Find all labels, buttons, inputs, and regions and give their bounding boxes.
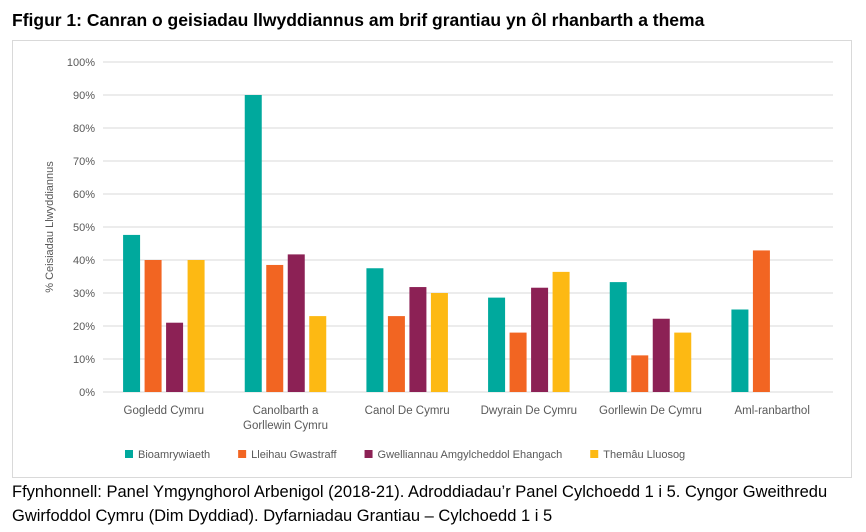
x-tick-label: Aml-ranbarthol bbox=[734, 405, 809, 417]
bar-gwelliannau-amgylcheddol-ehangach bbox=[166, 322, 184, 392]
y-tick-label: 50% bbox=[73, 222, 95, 234]
bar-bioamrywiaeth bbox=[731, 309, 749, 392]
bar-bioamrywiaeth bbox=[488, 297, 506, 392]
bar-gwelliannau-amgylcheddol-ehangach bbox=[409, 287, 427, 392]
legend-swatch bbox=[238, 450, 247, 458]
bar-chart: 0% 10% 20% 30% 40% 50% 60% 70% 80% 90% 100% % Ceisi… bbox=[44, 57, 833, 461]
bar-lleihau-gwastraff bbox=[266, 264, 284, 392]
bar-bioamrywiaeth bbox=[244, 95, 262, 392]
source-note: Ffynhonnell: Panel Ymgynghorol Arbenigol… bbox=[12, 483, 828, 525]
legend-label: Bioamrywiaeth bbox=[138, 449, 210, 461]
x-tick-label: Gorllewin De Cymru bbox=[599, 405, 702, 417]
x-tick-label: Gogledd Cymru bbox=[124, 405, 205, 417]
x-tick-label: Canolbarth a bbox=[253, 405, 319, 417]
y-tick-label: 40% bbox=[73, 255, 95, 267]
y-tick-label: 20% bbox=[73, 321, 95, 333]
legend-label: Themâu Lluosog bbox=[603, 449, 685, 461]
bar-lleihau-gwastraff bbox=[509, 332, 527, 392]
bar-lleihau-gwastraff bbox=[144, 260, 162, 392]
bar-them-u-lluosog bbox=[674, 332, 692, 392]
bar-bioamrywiaeth bbox=[366, 268, 384, 392]
bar-bioamrywiaeth bbox=[609, 282, 627, 392]
x-tick-label: Canol De Cymru bbox=[365, 405, 450, 417]
legend-swatch bbox=[590, 450, 599, 458]
x-tick-label: Gorllewin Cymru bbox=[243, 420, 328, 432]
bar-gwelliannau-amgylcheddol-ehangach bbox=[652, 318, 670, 392]
bar-lleihau-gwastraff bbox=[387, 316, 405, 392]
bar-bioamrywiaeth bbox=[123, 234, 141, 392]
bar-lleihau-gwastraff bbox=[752, 250, 770, 392]
bar-them-u-lluosog bbox=[430, 293, 448, 392]
legend-swatch bbox=[364, 450, 373, 458]
y-tick-label: 100% bbox=[67, 57, 95, 69]
figure-title: Ffigur 1: Canran o geisiadau llwyddiannu… bbox=[12, 10, 705, 30]
y-tick-label: 70% bbox=[73, 156, 95, 168]
y-axis-label: % Ceisiadau Llwyddiannus bbox=[44, 161, 56, 293]
legend-label: Gwelliannau Amgylcheddol Ehangach bbox=[378, 449, 563, 461]
bar-gwelliannau-amgylcheddol-ehangach bbox=[287, 254, 305, 392]
bar-gwelliannau-amgylcheddol-ehangach bbox=[531, 287, 549, 392]
chart-container: 0% 10% 20% 30% 40% 50% 60% 70% 80% 90% 100% % Ceisi… bbox=[12, 40, 852, 478]
legend-swatch bbox=[125, 450, 133, 458]
legend-label: Lleihau Gwastraff bbox=[251, 449, 337, 461]
y-tick-label: 30% bbox=[73, 288, 95, 300]
y-tick-label: 0% bbox=[79, 387, 95, 399]
bar-them-u-lluosog bbox=[309, 316, 327, 392]
y-tick-label: 60% bbox=[73, 189, 95, 201]
bar-them-u-lluosog bbox=[552, 271, 570, 392]
x-tick-label: Dwyrain De Cymru bbox=[481, 405, 578, 417]
y-tick-label: 80% bbox=[73, 123, 95, 135]
y-tick-label: 10% bbox=[73, 354, 95, 366]
y-tick-label: 90% bbox=[73, 90, 95, 102]
bar-lleihau-gwastraff bbox=[631, 355, 649, 392]
bar-them-u-lluosog bbox=[187, 260, 205, 392]
